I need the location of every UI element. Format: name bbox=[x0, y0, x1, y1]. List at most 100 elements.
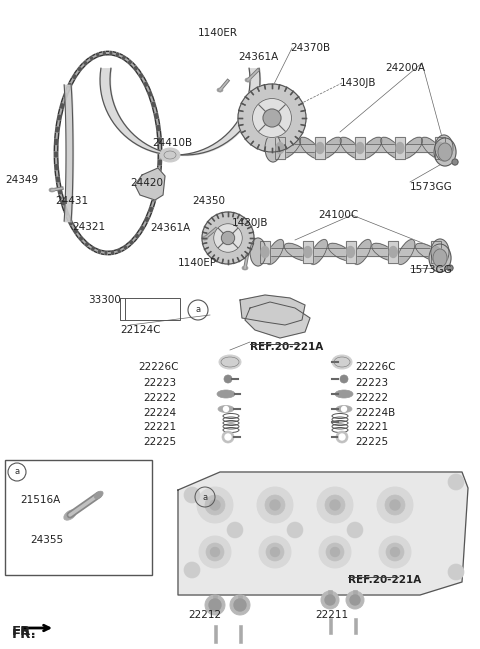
Polygon shape bbox=[245, 302, 310, 338]
Bar bbox=[346, 241, 356, 263]
Bar bbox=[260, 241, 270, 263]
Bar bbox=[388, 241, 398, 263]
Ellipse shape bbox=[354, 239, 371, 265]
Ellipse shape bbox=[328, 243, 353, 261]
Ellipse shape bbox=[397, 239, 415, 265]
Ellipse shape bbox=[332, 355, 352, 369]
Ellipse shape bbox=[431, 239, 449, 265]
Ellipse shape bbox=[340, 137, 361, 159]
Bar bbox=[250, 248, 448, 256]
Circle shape bbox=[390, 500, 400, 510]
Bar bbox=[346, 241, 356, 263]
Circle shape bbox=[447, 265, 453, 271]
Text: FR.: FR. bbox=[12, 625, 37, 638]
Text: 24350: 24350 bbox=[192, 196, 225, 206]
Circle shape bbox=[287, 522, 303, 538]
Bar bbox=[238, 595, 242, 605]
Text: 24355: 24355 bbox=[30, 535, 63, 545]
Text: 21516A: 21516A bbox=[20, 495, 60, 505]
Ellipse shape bbox=[242, 266, 248, 270]
Text: a: a bbox=[14, 467, 20, 476]
Circle shape bbox=[339, 434, 345, 440]
Text: 1430JB: 1430JB bbox=[340, 78, 376, 88]
Ellipse shape bbox=[316, 143, 324, 154]
Bar bbox=[431, 241, 441, 263]
Ellipse shape bbox=[217, 88, 223, 92]
Circle shape bbox=[350, 595, 360, 605]
Circle shape bbox=[385, 495, 405, 515]
Bar bbox=[5, 460, 152, 575]
Bar bbox=[355, 137, 365, 159]
Text: 22225: 22225 bbox=[143, 437, 176, 447]
Circle shape bbox=[330, 500, 340, 510]
Bar bbox=[395, 137, 405, 159]
Circle shape bbox=[252, 99, 291, 138]
Bar bbox=[435, 137, 445, 159]
Text: 24361A: 24361A bbox=[238, 52, 278, 62]
Bar bbox=[353, 590, 357, 600]
Text: 24370B: 24370B bbox=[290, 43, 330, 53]
Ellipse shape bbox=[429, 244, 451, 272]
Circle shape bbox=[210, 500, 220, 510]
Ellipse shape bbox=[433, 249, 447, 267]
Text: 1140EP: 1140EP bbox=[178, 258, 217, 268]
Ellipse shape bbox=[381, 137, 402, 159]
Ellipse shape bbox=[310, 239, 327, 265]
Circle shape bbox=[271, 548, 279, 556]
Ellipse shape bbox=[372, 243, 397, 261]
Polygon shape bbox=[178, 472, 468, 595]
Circle shape bbox=[379, 536, 411, 568]
Polygon shape bbox=[135, 168, 165, 200]
Circle shape bbox=[230, 595, 250, 615]
Ellipse shape bbox=[435, 135, 453, 161]
Ellipse shape bbox=[266, 239, 284, 265]
Ellipse shape bbox=[64, 510, 76, 520]
Bar bbox=[303, 241, 313, 263]
Ellipse shape bbox=[265, 134, 281, 162]
Circle shape bbox=[234, 599, 246, 611]
Circle shape bbox=[347, 522, 363, 538]
Bar bbox=[315, 137, 325, 159]
Circle shape bbox=[221, 232, 235, 245]
Circle shape bbox=[448, 474, 464, 490]
Bar bbox=[213, 595, 217, 605]
Ellipse shape bbox=[356, 143, 364, 154]
Ellipse shape bbox=[160, 148, 180, 162]
Circle shape bbox=[184, 487, 200, 503]
Ellipse shape bbox=[396, 143, 404, 154]
Ellipse shape bbox=[401, 137, 422, 159]
Circle shape bbox=[206, 543, 224, 561]
Circle shape bbox=[222, 431, 234, 443]
Circle shape bbox=[259, 536, 291, 568]
Text: 24349: 24349 bbox=[5, 175, 38, 185]
Bar bbox=[388, 241, 398, 263]
Circle shape bbox=[340, 375, 348, 383]
Text: 22223: 22223 bbox=[143, 378, 176, 388]
Circle shape bbox=[202, 212, 254, 264]
Text: 22212: 22212 bbox=[188, 610, 221, 620]
Bar bbox=[395, 137, 405, 159]
Text: 24410B: 24410B bbox=[152, 138, 192, 148]
Circle shape bbox=[346, 591, 364, 609]
Circle shape bbox=[224, 406, 228, 411]
Circle shape bbox=[225, 434, 231, 440]
Bar bbox=[353, 618, 357, 634]
Text: 33300: 33300 bbox=[88, 295, 121, 305]
Text: REF.20-221A: REF.20-221A bbox=[250, 342, 323, 352]
Circle shape bbox=[377, 487, 413, 523]
Circle shape bbox=[321, 591, 339, 609]
Text: 24200A: 24200A bbox=[385, 63, 425, 73]
Circle shape bbox=[448, 564, 464, 580]
Circle shape bbox=[227, 522, 243, 538]
Text: 22226C: 22226C bbox=[138, 362, 179, 372]
Ellipse shape bbox=[421, 137, 443, 159]
Text: 22221: 22221 bbox=[143, 422, 176, 432]
Circle shape bbox=[209, 599, 221, 611]
Text: 22222: 22222 bbox=[143, 393, 176, 403]
Circle shape bbox=[199, 536, 231, 568]
Ellipse shape bbox=[360, 137, 382, 159]
Bar bbox=[125, 298, 180, 320]
Ellipse shape bbox=[217, 390, 235, 398]
Text: 24321: 24321 bbox=[72, 222, 105, 232]
Text: 22211: 22211 bbox=[315, 610, 348, 620]
